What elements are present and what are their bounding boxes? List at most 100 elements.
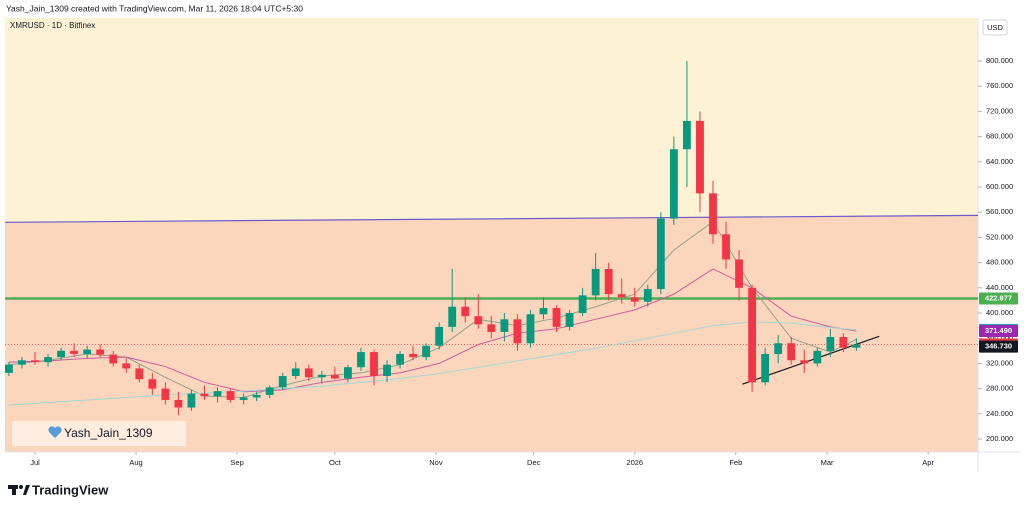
candle-body (474, 316, 483, 325)
moving-average (8, 321, 857, 406)
candle-body (656, 218, 665, 290)
candle-body (5, 364, 13, 373)
plot (5, 61, 978, 416)
y-tick-label: 320.000 (986, 358, 1013, 367)
candle-body (448, 306, 457, 327)
candle-body (265, 387, 274, 395)
trend-line (5, 214, 978, 223)
candle-body (500, 319, 509, 332)
candle-body (357, 352, 365, 368)
candle-body (591, 268, 600, 296)
candle-body (552, 307, 561, 327)
candle-body (669, 149, 678, 219)
candle-body (31, 360, 39, 363)
candle-body (787, 343, 796, 361)
x-tick-label: Jul (30, 458, 40, 467)
price-label-box (979, 324, 1018, 337)
candle-body (344, 367, 352, 379)
candle-body (539, 307, 548, 315)
x-tick-label: Sep (230, 458, 243, 467)
candle-body (735, 259, 743, 288)
candle-body (461, 306, 470, 317)
candle-body (109, 354, 118, 364)
candle-body (83, 349, 92, 354)
price-axis (978, 18, 1024, 452)
candle-body (226, 391, 235, 400)
header: Yash_Jain_1309 created with TradingView.… (6, 3, 303, 13)
x-tick-label: Mar (821, 458, 834, 467)
price-label: 346.730 (985, 342, 1012, 351)
candle-body (239, 397, 248, 400)
y-tick-label: 200.000 (986, 434, 1013, 443)
candle-body (317, 374, 326, 378)
candle-body (409, 353, 418, 358)
candle-body (513, 319, 522, 344)
candle-body (813, 350, 822, 364)
footer-brand: TradingView (32, 482, 109, 497)
candle-body (148, 379, 157, 389)
y-tick-label: 280.000 (986, 384, 1013, 393)
x-tick-label: Aug (129, 458, 142, 467)
candle-body (135, 368, 144, 380)
symbol: XMRUSD · 1D · Bitfinex (10, 21, 95, 30)
candle-body (252, 394, 261, 398)
candle-body (852, 344, 861, 348)
y-tick-label: 640.000 (986, 157, 1013, 166)
currency-box (982, 19, 1008, 36)
candle-body (330, 374, 339, 379)
candle-body (174, 399, 183, 408)
candle-body (696, 120, 704, 194)
y-tick-label: 520.000 (986, 232, 1013, 241)
time-axis (5, 452, 1020, 472)
price-label: 371.490 (985, 326, 1012, 335)
y-tick-label: 400.000 (986, 308, 1013, 317)
y-tick-label: 800.000 (986, 56, 1013, 65)
candle-body (278, 376, 287, 388)
candle-body (617, 294, 626, 298)
x-tick-label: Apr (922, 458, 934, 467)
candle-body (96, 349, 105, 355)
logo (8, 485, 30, 495)
candle-body (487, 324, 496, 332)
candle-body (643, 289, 652, 302)
candle-body (748, 287, 757, 383)
candle-body (800, 360, 809, 364)
candle-body (839, 336, 848, 348)
x-tick-label: 2026 (626, 458, 643, 467)
x-tick-label: Oct (329, 458, 342, 467)
y-tick-label: 360.000 (986, 333, 1013, 342)
candle-body (383, 364, 391, 377)
price-label-box (979, 292, 1018, 305)
candle-body (826, 336, 835, 351)
candle-body (57, 350, 65, 358)
candle-body (774, 343, 783, 354)
candle-body (422, 345, 431, 358)
x-tick-label: Nov (429, 458, 443, 467)
candle-body (435, 326, 444, 346)
x-tick-label: Feb (729, 458, 742, 467)
y-tick-label: 600.000 (986, 182, 1013, 191)
candle-body (187, 393, 196, 408)
candle-body (122, 363, 131, 369)
y-tick-label: 240.000 (986, 409, 1013, 418)
watermark: Yash_Jain_1309 (64, 426, 153, 440)
candle-body (722, 234, 730, 260)
candle-body (213, 391, 222, 397)
candle-body (44, 357, 52, 363)
y-tick-label: 760.000 (986, 81, 1013, 90)
candle-body (604, 268, 613, 295)
candle-body (200, 393, 209, 397)
currency: USD (987, 23, 1003, 32)
candle-body (161, 388, 170, 400)
heart-icon (48, 426, 62, 438)
candle-body (526, 314, 535, 344)
y-tick-label: 720.000 (986, 106, 1013, 115)
candle-body (291, 368, 300, 377)
y-tick-label: 560.000 (986, 207, 1013, 216)
candle-body (70, 350, 79, 354)
moving-average (8, 268, 857, 393)
candle-body (761, 353, 770, 383)
candle-body (683, 120, 691, 150)
candle-body (304, 368, 313, 378)
